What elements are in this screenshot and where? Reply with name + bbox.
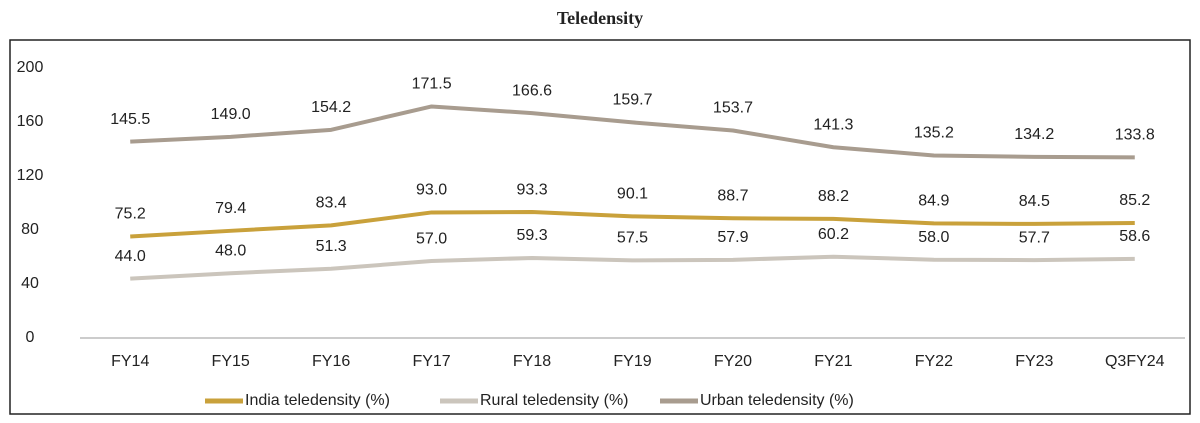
x-tick-label: FY22 xyxy=(915,353,953,370)
data-label: 57.5 xyxy=(617,230,648,247)
data-label: 166.6 xyxy=(512,82,552,99)
data-label: 153.7 xyxy=(713,100,753,117)
data-label: 90.1 xyxy=(617,186,648,203)
data-label: 88.2 xyxy=(818,188,849,205)
data-label: 154.2 xyxy=(311,99,351,116)
series-line xyxy=(130,210,1135,239)
chart-frame xyxy=(9,39,1191,415)
data-label: 84.9 xyxy=(918,193,949,210)
legend-label: Rural teledensity (%) xyxy=(480,392,629,409)
x-tick-label: FY16 xyxy=(312,353,350,370)
chart-title: Teledensity xyxy=(557,8,643,28)
data-label: 75.2 xyxy=(115,206,146,223)
data-label: 57.9 xyxy=(717,229,748,246)
data-label: 83.4 xyxy=(316,195,347,212)
x-tick-label: FY19 xyxy=(613,353,651,370)
y-tick-label: 0 xyxy=(26,329,35,346)
y-tick-label: 160 xyxy=(17,113,44,130)
data-label: 159.7 xyxy=(612,92,652,109)
data-label: 135.2 xyxy=(914,125,954,142)
y-tick-label: 80 xyxy=(21,221,39,238)
x-tick-label: FY23 xyxy=(1015,353,1053,370)
x-tick-label: FY17 xyxy=(412,353,450,370)
data-label: 149.0 xyxy=(211,106,251,123)
x-tick-label: FY15 xyxy=(212,353,250,370)
data-label: 145.5 xyxy=(110,111,150,128)
y-tick-label: 120 xyxy=(17,167,44,184)
data-label: 85.2 xyxy=(1119,192,1150,209)
data-label: 79.4 xyxy=(215,200,246,217)
data-label: 57.7 xyxy=(1019,229,1050,246)
data-label: 57.0 xyxy=(416,230,447,247)
data-label: 58.0 xyxy=(918,229,949,246)
data-label: 141.3 xyxy=(813,116,853,133)
x-tick-label: FY21 xyxy=(814,353,852,370)
y-tick-label: 40 xyxy=(21,275,39,292)
x-tick-label: FY14 xyxy=(111,353,149,370)
x-tick-label: FY18 xyxy=(513,353,551,370)
data-label: 84.5 xyxy=(1019,193,1050,210)
data-label: 59.3 xyxy=(516,227,547,244)
legend-label: India teledensity (%) xyxy=(245,392,390,409)
data-label: 48.0 xyxy=(215,242,246,259)
data-label: 51.3 xyxy=(316,238,347,255)
data-label: 93.0 xyxy=(416,182,447,199)
data-label: 93.3 xyxy=(516,181,547,198)
data-label: 88.7 xyxy=(717,187,748,204)
series-line xyxy=(130,254,1135,281)
y-tick-label: 200 xyxy=(17,59,44,76)
data-label: 44.0 xyxy=(115,248,146,265)
data-label: 133.8 xyxy=(1115,127,1155,144)
x-tick-label: Q3FY24 xyxy=(1105,353,1165,370)
data-label: 60.2 xyxy=(818,226,849,243)
data-label: 58.6 xyxy=(1119,228,1150,245)
data-label: 171.5 xyxy=(412,76,452,93)
data-label: 134.2 xyxy=(1014,126,1054,143)
legend-label: Urban teledensity (%) xyxy=(700,392,854,409)
series-line xyxy=(130,104,1135,160)
x-tick-label: FY20 xyxy=(714,353,752,370)
